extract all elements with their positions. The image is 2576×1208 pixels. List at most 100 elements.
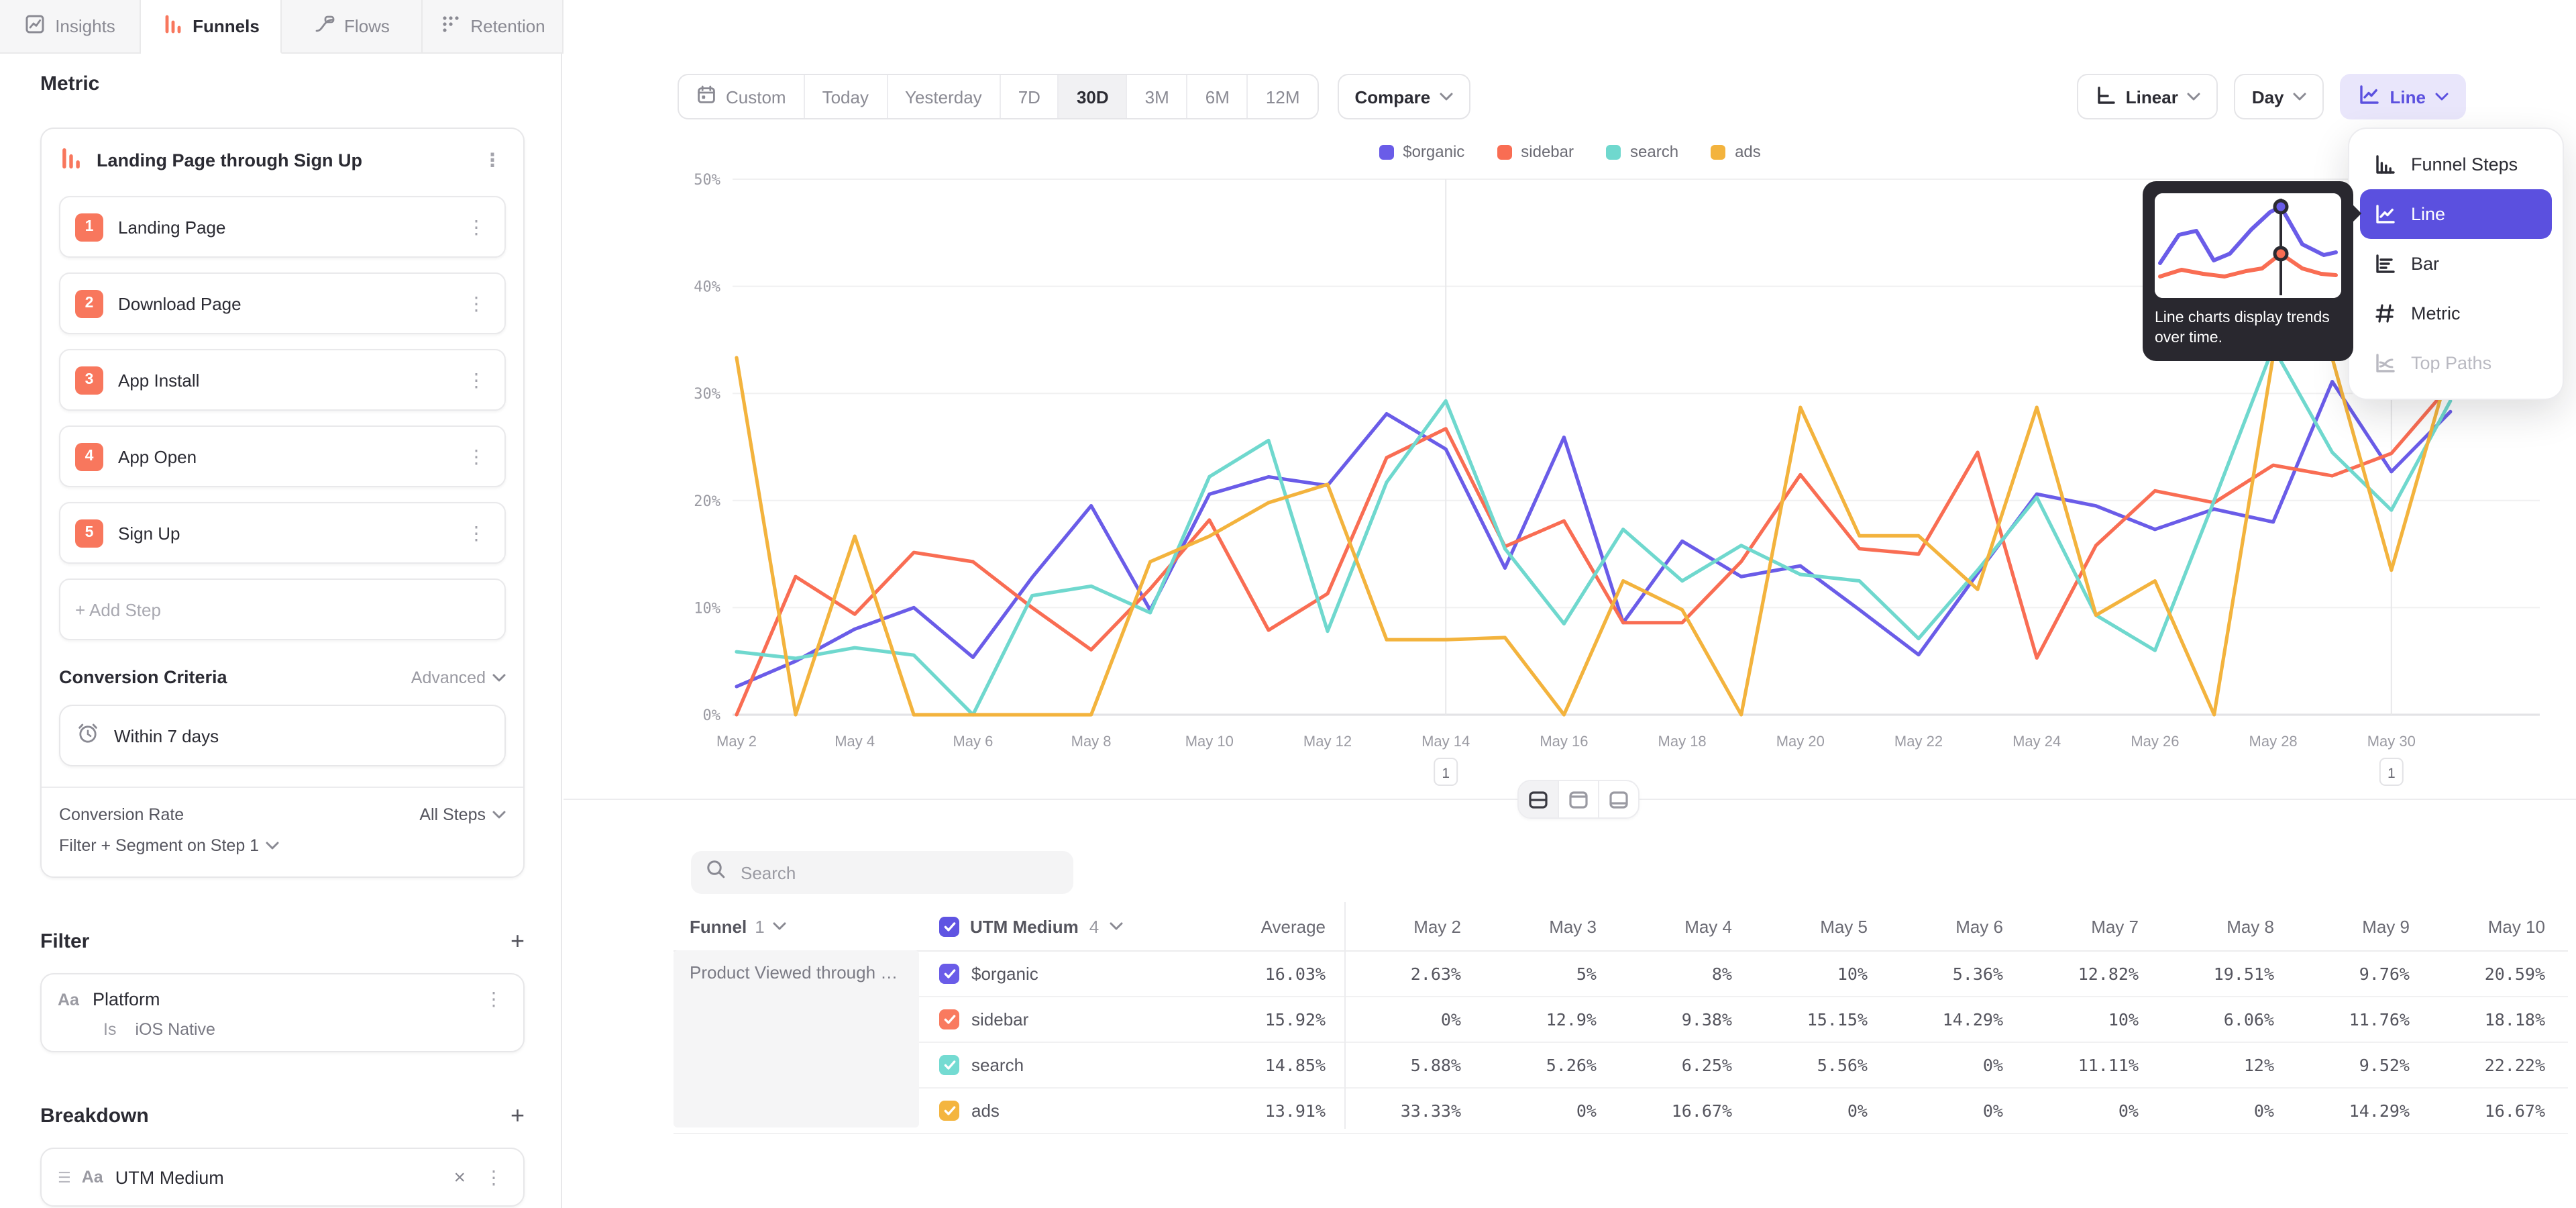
kebab-icon[interactable]: ⋮ (467, 445, 486, 466)
filter-operator[interactable]: Is (103, 1020, 117, 1039)
menu-item-line[interactable]: Line (2360, 189, 2552, 239)
advanced-dropdown[interactable]: Advanced (411, 668, 506, 687)
column-header-may-2[interactable]: May 2 (1413, 916, 1461, 936)
column-header-may-7[interactable]: May 7 (2091, 916, 2139, 936)
step-label: Landing Page (118, 217, 226, 237)
filter-property[interactable]: Platform (92, 989, 160, 1009)
column-header-may-3[interactable]: May 3 (1549, 916, 1597, 936)
table-column-divider (1344, 902, 1346, 1129)
value-cell: 11.11% (2078, 1055, 2139, 1075)
series-checkbox[interactable] (939, 1055, 959, 1075)
range-12m[interactable]: 12M (1265, 87, 1300, 107)
tab-funnels[interactable]: Funnels (141, 0, 282, 54)
tab-retention[interactable]: Retention (423, 0, 564, 54)
funnel-step-card[interactable]: 4 App Open ⋮ (59, 425, 506, 487)
top-paths-icon (2373, 352, 2396, 374)
select-all-checkbox[interactable] (939, 916, 959, 936)
series-checkbox[interactable] (939, 1101, 959, 1121)
funnel-step-card[interactable]: 3 App Install ⋮ (59, 349, 506, 411)
value-cell: 15.92% (1265, 1009, 1326, 1029)
breakdown-column-header[interactable]: UTM Medium 4 (939, 916, 1154, 936)
series-name-cell: ads (939, 1101, 1154, 1121)
funnel-name-cell[interactable]: Product Viewed through P… (674, 950, 919, 1127)
chevron-down-icon (266, 842, 279, 850)
menu-item-metric[interactable]: Metric (2360, 289, 2552, 338)
range-yesterday[interactable]: Yesterday (888, 75, 1001, 118)
column-header-may-4[interactable]: May 4 (1684, 916, 1732, 936)
menu-item-funnel-steps[interactable]: Funnel Steps (2360, 140, 2552, 189)
range-6m[interactable]: 6M (1188, 75, 1248, 118)
add-breakdown-button[interactable]: + (510, 1102, 525, 1129)
legend-item[interactable]: $organic (1379, 142, 1464, 161)
funnel-step-card[interactable]: 1 Landing Page ⋮ (59, 196, 506, 258)
value-cell: 16.67% (2484, 1101, 2545, 1121)
series-checkbox[interactable] (939, 1009, 959, 1029)
breakdown-card: ☰ Aa UTM Medium × ⋮ (40, 1148, 525, 1207)
layout-table-only-button[interactable] (1599, 781, 1638, 817)
metric-title-row[interactable]: Landing Page through Sign Up ⋮ (59, 146, 506, 174)
legend-item[interactable]: ads (1711, 142, 1761, 161)
value-cell: 20.59% (2484, 964, 2545, 984)
range-custom[interactable]: Custom (679, 75, 805, 118)
scale-dropdown-button[interactable]: Linear (2077, 74, 2218, 119)
legend-item[interactable]: search (1606, 142, 1678, 161)
conversion-rate-dropdown[interactable]: All Steps (419, 805, 506, 824)
funnel-step-card[interactable]: 5 Sign Up ⋮ (59, 502, 506, 564)
layout-chart-only-button[interactable] (1559, 781, 1599, 817)
kebab-icon[interactable]: ⋮ (484, 1166, 503, 1187)
x-axis-tick-label: May 10 (1185, 733, 1234, 750)
chevron-down-icon (2188, 93, 2201, 101)
range-3m[interactable]: 3M (1128, 75, 1188, 118)
column-header-may-5[interactable]: May 5 (1820, 916, 1868, 936)
tab-label: Insights (55, 16, 115, 36)
funnel-column-header[interactable]: Funnel 1 (674, 916, 939, 936)
compare-button[interactable]: Compare (1337, 74, 1471, 119)
interval-dropdown-button[interactable]: Day (2234, 74, 2324, 119)
drag-handle-icon[interactable]: ☰ (58, 1170, 71, 1186)
kebab-icon[interactable]: ⋮ (467, 292, 486, 313)
series-checkbox[interactable] (939, 964, 959, 984)
search-input[interactable] (738, 861, 1059, 884)
range-today[interactable]: Today (805, 75, 888, 118)
range-7d[interactable]: 7D (1001, 75, 1059, 118)
kebab-icon[interactable]: ⋮ (483, 149, 502, 170)
column-header-may-6[interactable]: May 6 (1955, 916, 2003, 936)
layout-split-button[interactable] (1519, 781, 1559, 817)
column-header-may-9[interactable]: May 9 (2362, 916, 2410, 936)
series-line-ads (735, 354, 2453, 717)
kebab-icon[interactable]: ⋮ (467, 368, 486, 390)
column-header-may-8[interactable]: May 8 (2226, 916, 2274, 936)
add-step-button[interactable]: + Add Step (59, 578, 506, 640)
metric-title: Landing Page through Sign Up (97, 150, 362, 170)
funnel-step-card[interactable]: 2 Download Page ⋮ (59, 272, 506, 334)
range-30d[interactable]: 30D (1059, 75, 1128, 118)
column-header-average[interactable]: Average (1260, 916, 1326, 936)
tab-insights[interactable]: Insights (0, 0, 141, 54)
breakdown-property[interactable]: UTM Medium (115, 1167, 224, 1187)
value-cell: 2.63% (1410, 964, 1461, 984)
add-filter-button[interactable]: + (510, 927, 525, 954)
chart-type-dropdown-button[interactable]: Line (2340, 74, 2466, 119)
remove-breakdown-icon[interactable]: × (453, 1166, 466, 1189)
x-axis-tick-label: May 20 (1776, 733, 1825, 750)
kebab-icon[interactable]: ⋮ (484, 988, 503, 1009)
tab-flows[interactable]: Flows (282, 0, 423, 54)
series-line-organic (735, 379, 2453, 689)
menu-item-bar[interactable]: Bar (2360, 239, 2552, 289)
conversion-window-button[interactable]: Within 7 days (59, 705, 506, 766)
kebab-icon[interactable]: ⋮ (467, 521, 486, 543)
filter-segment-dropdown[interactable]: Filter + Segment on Step 1 (59, 836, 506, 855)
table-row: sidebar 15.92% 0% 12.9% 9.38% 15.15% 14.29% 10%… (674, 997, 2568, 1043)
column-header-may-10[interactable]: May 10 (2487, 916, 2545, 936)
value-cell: 0% (1440, 1009, 1461, 1029)
filter-value[interactable]: iOS Native (135, 1020, 215, 1039)
y-axis-tick-label: 40% (694, 279, 720, 296)
value-cell: 5.26% (1546, 1055, 1597, 1075)
kebab-icon[interactable]: ⋮ (467, 215, 486, 237)
legend-item[interactable]: sidebar (1497, 142, 1574, 161)
chevron-down-icon (492, 811, 506, 819)
value-cell: 10% (2108, 1009, 2139, 1029)
value-cell: 0% (2253, 1101, 2274, 1121)
annotation-badge-label: 1 (2387, 766, 2396, 781)
